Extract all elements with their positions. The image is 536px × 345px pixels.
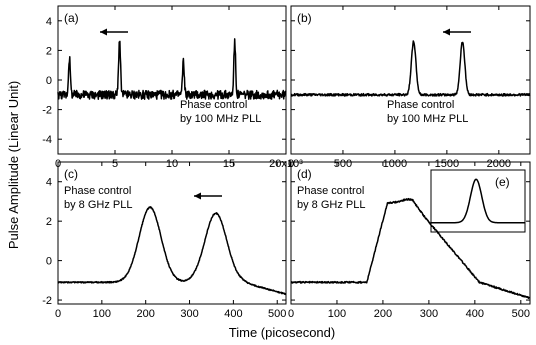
x-tick-label-d: 200 [374, 308, 392, 320]
panel-frame-d [290, 161, 531, 305]
panel-label-d: (d) [297, 167, 312, 181]
x-tick-label-c: 500 [268, 308, 286, 320]
y-tick-label-a: 2 [46, 45, 52, 57]
y-tick-label-c: 0 [46, 256, 52, 268]
annotation-a: by 100 MHz PLL [180, 113, 261, 125]
panel-label-a: (a) [64, 11, 79, 25]
y-tick-label-c: 4 [46, 177, 52, 189]
arrow-head-c [194, 192, 201, 200]
x-tick-label-a: 5 [112, 158, 118, 170]
x-tick-label-c: 100 [93, 308, 111, 320]
annotation-b: by 100 MHz PLL [387, 113, 468, 125]
x-tick-label-b: 500 [334, 158, 352, 170]
panel-label-b: (b) [297, 11, 312, 25]
panel-frame-a [57, 5, 287, 155]
x-tick-label-c: 400 [224, 308, 242, 320]
x-tick-label-c: 0 [55, 308, 61, 320]
x-tick-label-d: 400 [466, 308, 484, 320]
x-tick-label-d: 100 [328, 308, 346, 320]
x-tick-label-d: 300 [420, 308, 438, 320]
x-tick-label-b: 1000 [383, 158, 407, 170]
x-tick-label-b: 2000 [487, 158, 511, 170]
y-tick-label-c: -2 [42, 295, 52, 307]
x-tick-label-c: 300 [180, 308, 198, 320]
x-tick-label-a: 15 [223, 158, 235, 170]
y-tick-label-a: 4 [46, 16, 52, 28]
x-tick-label-d: 0 [288, 308, 294, 320]
y-tick-label-a: 0 [46, 75, 52, 87]
trace-e [430, 178, 526, 224]
y-tick-label-a: -2 [42, 105, 52, 117]
panel-frame-e [430, 169, 526, 233]
x-tick-label-d: 500 [512, 308, 530, 320]
annotation-b: Phase control [387, 99, 454, 111]
annotation-c: Phase control [64, 185, 131, 197]
x-tick-label-b: 1500 [435, 158, 459, 170]
panel-label-c: (c) [64, 167, 78, 181]
annotation-c: by 8 GHz PLL [64, 199, 132, 211]
x-tick-label-a: 10 [166, 158, 178, 170]
y-axis-label: Pulse Amplitude (Linear Unit) [6, 81, 21, 249]
annotation-a: Phase control [180, 99, 247, 111]
trace-d [290, 197, 531, 300]
annotation-d: by 8 GHz PLL [297, 199, 365, 211]
y-tick-label-c: 2 [46, 216, 52, 228]
panel-e: (e) [430, 169, 526, 233]
arrow-head-a [100, 28, 107, 36]
trace-c [57, 206, 287, 296]
y-tick-label-a: -4 [42, 134, 52, 146]
panel-label-e: (e) [495, 175, 510, 189]
x-tick-label-c: 200 [137, 308, 155, 320]
x-axis-label: Time (picosecond) [229, 325, 335, 340]
arrow-head-b [443, 28, 450, 36]
trace-a [57, 38, 287, 100]
panel-frame-c [57, 161, 287, 305]
annotation-d: Phase control [297, 185, 364, 197]
panel-d: 0 100 200 300 400 500 (d) Phase control by 8 GHz… [288, 161, 531, 320]
trace-b [290, 40, 531, 97]
